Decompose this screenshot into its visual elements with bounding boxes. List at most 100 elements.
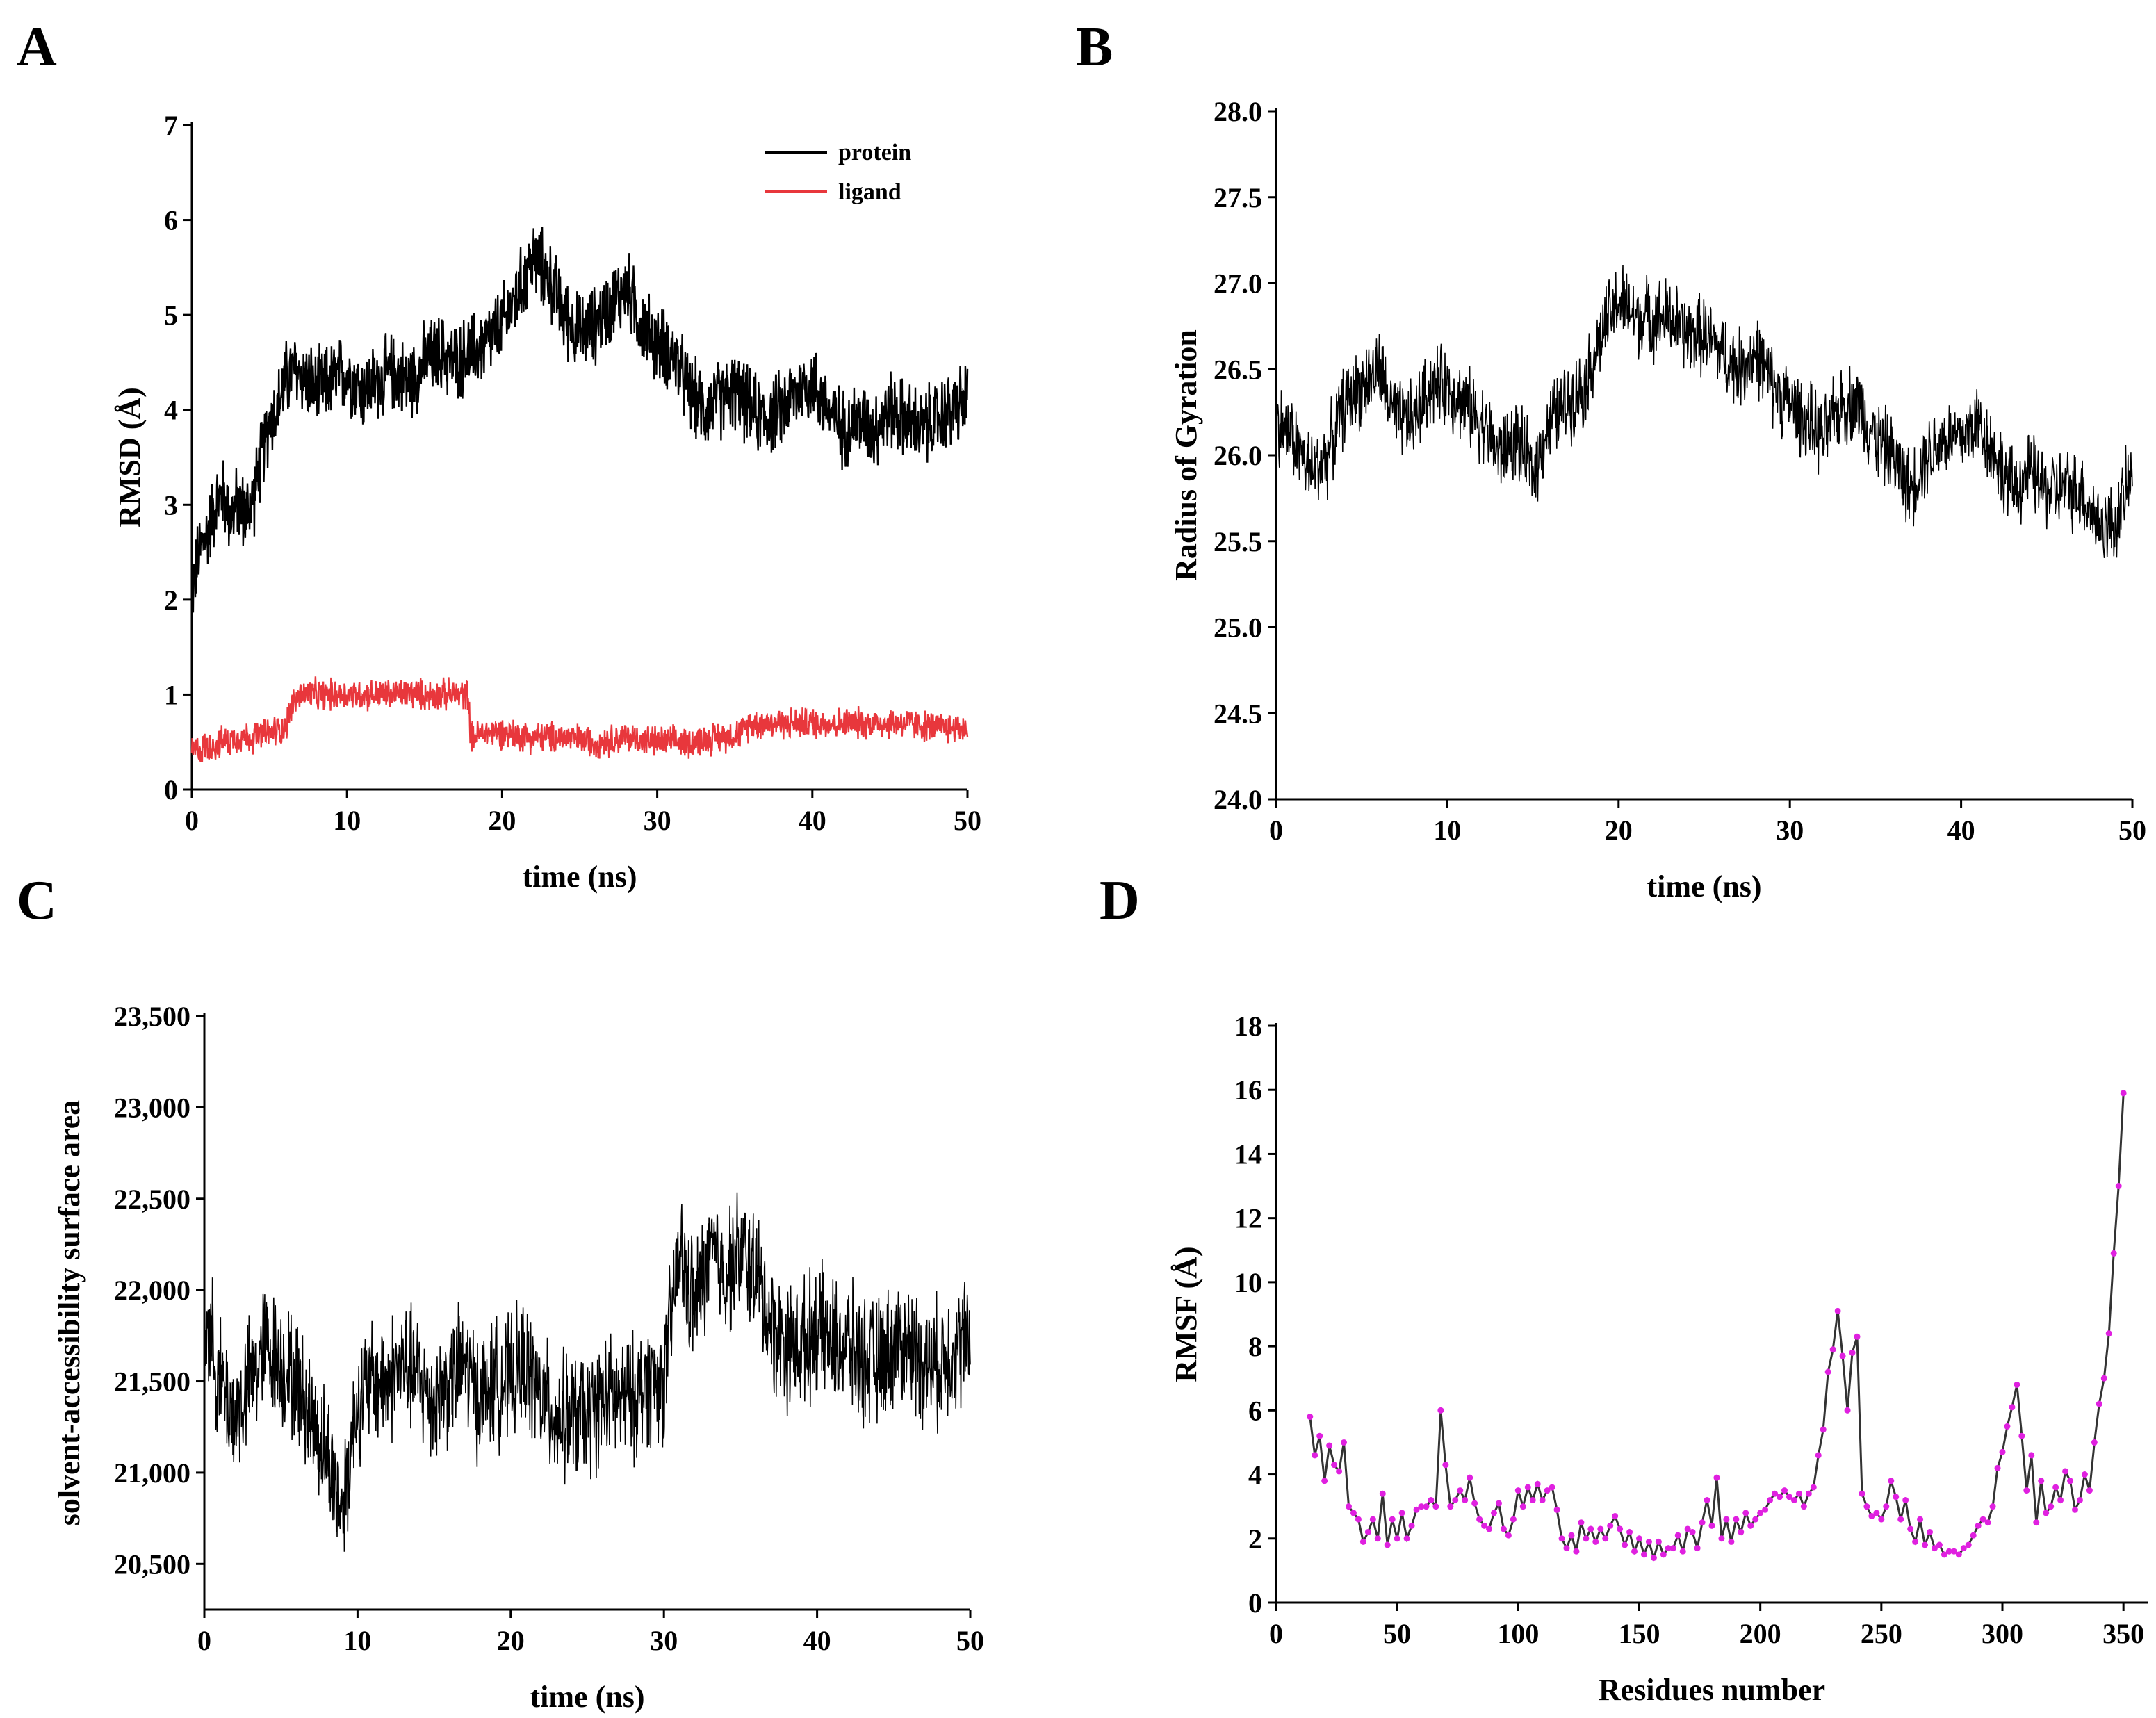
- x-tick-label: 100: [1497, 1618, 1539, 1649]
- data-point: [1364, 1529, 1371, 1536]
- y-axis-title: RMSD (Å): [113, 387, 147, 527]
- legend-ligand-label: ligand: [838, 179, 901, 205]
- data-point: [1728, 1538, 1735, 1545]
- data-point: [1428, 1496, 1435, 1503]
- data-point: [2110, 1250, 2117, 1257]
- data-point: [1790, 1496, 1797, 1503]
- data-point: [1718, 1535, 1725, 1542]
- series-line-ligand: [190, 676, 969, 762]
- data-point: [1994, 1464, 2001, 1471]
- data-point: [1762, 1506, 1769, 1513]
- data-point: [1679, 1548, 1686, 1555]
- x-axis-title: Residues number: [1599, 1673, 1825, 1707]
- data-point: [2105, 1330, 2112, 1337]
- data-point: [1694, 1545, 1701, 1552]
- x-tick-label: 50: [1383, 1618, 1411, 1649]
- data-point: [1844, 1407, 1851, 1414]
- data-point: [2018, 1432, 2025, 1439]
- y-tick-label: 16: [1234, 1074, 1262, 1106]
- data-point: [1883, 1503, 1890, 1510]
- data-point: [1795, 1490, 1802, 1497]
- data-point: [1462, 1496, 1469, 1503]
- data-point: [1403, 1535, 1410, 1542]
- data-point: [1931, 1545, 1938, 1552]
- data-point: [1975, 1522, 1982, 1529]
- data-point: [1723, 1516, 1730, 1523]
- data-point: [1955, 1551, 1962, 1558]
- data-point: [1519, 1503, 1526, 1510]
- data-point: [1999, 1448, 2006, 1455]
- data-point: [2057, 1496, 2064, 1503]
- y-tick-label: 26.5: [1214, 354, 1262, 385]
- data-point: [1781, 1487, 1788, 1494]
- y-tick-label: 27.5: [1214, 182, 1262, 213]
- data-point: [1617, 1525, 1624, 1532]
- data-point: [1907, 1525, 1914, 1532]
- data-point: [1558, 1535, 1565, 1542]
- data-point: [1622, 1541, 1628, 1548]
- data-point: [2009, 1404, 2016, 1411]
- y-tick-label: 24.0: [1214, 784, 1262, 815]
- data-point: [2038, 1478, 2045, 1484]
- x-tick-label: 30: [650, 1625, 678, 1656]
- data-point: [1359, 1538, 1366, 1545]
- data-point: [1321, 1478, 1328, 1484]
- panel-b-radius-of-gyration-chart: B 24.0 24.5 25.0 25.5 26.0 26.5 27.0 27.5 28.0 0 1…: [1076, 17, 2146, 903]
- x-tick-label: 200: [1740, 1618, 1781, 1649]
- y-tick-label: 22,000: [114, 1275, 190, 1306]
- data-point: [1592, 1538, 1599, 1545]
- data-point: [1573, 1548, 1580, 1555]
- series-line-rmsf: [1309, 1093, 2125, 1562]
- panel-a-legend: protein ligand: [765, 140, 911, 205]
- data-point: [1859, 1490, 1865, 1497]
- data-point: [1824, 1368, 1831, 1375]
- x-tick-label: 50: [2118, 815, 2146, 846]
- data-point: [1437, 1407, 1444, 1414]
- y-tick-label: 3: [164, 489, 178, 521]
- y-tick-label: 24.5: [1214, 698, 1262, 729]
- panel-a-rmsd-chart: A 0 1 2 3 4 5 6 7 0 10 20 30 40 50 time (ns) RMSD (Å) p…: [17, 17, 981, 894]
- data-point: [2014, 1381, 2020, 1388]
- x-tick-label: 350: [2102, 1618, 2144, 1649]
- data-point: [1602, 1535, 1609, 1542]
- y-tick-label: 27.0: [1214, 268, 1262, 300]
- data-point: [1612, 1513, 1619, 1519]
- data-point: [1704, 1496, 1710, 1503]
- series-line-protein: [190, 227, 969, 613]
- x-tick-label: 0: [1269, 1618, 1283, 1649]
- data-point: [1631, 1548, 1638, 1555]
- data-point: [2120, 1090, 2127, 1097]
- data-point: [2076, 1496, 2083, 1503]
- data-point: [1917, 1516, 1924, 1523]
- data-point: [1423, 1503, 1430, 1510]
- x-tick-label: 250: [1861, 1618, 1902, 1649]
- panel-d-rmsf-chart: D 0 2 4 6 8 10 12 14 16 18 0 50 100 150 200 250 300 350 Re…: [1100, 870, 2148, 1707]
- y-tick-label: 26.0: [1214, 440, 1262, 471]
- x-axis-title: time (ns): [1647, 869, 1762, 903]
- y-tick-label: 2: [164, 584, 178, 616]
- data-point: [1655, 1538, 1662, 1545]
- data-point: [1467, 1474, 1473, 1481]
- panel-letter-b: B: [1076, 17, 1113, 78]
- data-point: [2081, 1471, 2088, 1478]
- x-tick-label: 300: [1982, 1618, 2023, 1649]
- data-point: [1912, 1538, 1919, 1545]
- data-point: [1878, 1516, 1885, 1523]
- y-tick-label: 21,000: [114, 1457, 190, 1489]
- y-tick-label: 25.5: [1214, 526, 1262, 557]
- data-point: [1815, 1452, 1822, 1459]
- data-point: [1829, 1346, 1836, 1353]
- data-point: [1500, 1525, 1507, 1532]
- panel-letter-d: D: [1100, 870, 1140, 931]
- data-point: [2091, 1439, 2098, 1446]
- y-tick-label: 25.0: [1214, 612, 1262, 644]
- data-point: [1514, 1487, 1521, 1494]
- data-point: [1674, 1532, 1681, 1539]
- x-tick-label: 40: [1947, 815, 1975, 846]
- data-point: [1457, 1487, 1464, 1494]
- data-point: [1336, 1468, 1343, 1475]
- data-point: [1747, 1522, 1754, 1529]
- data-point: [1447, 1503, 1454, 1510]
- data-point: [1549, 1484, 1555, 1491]
